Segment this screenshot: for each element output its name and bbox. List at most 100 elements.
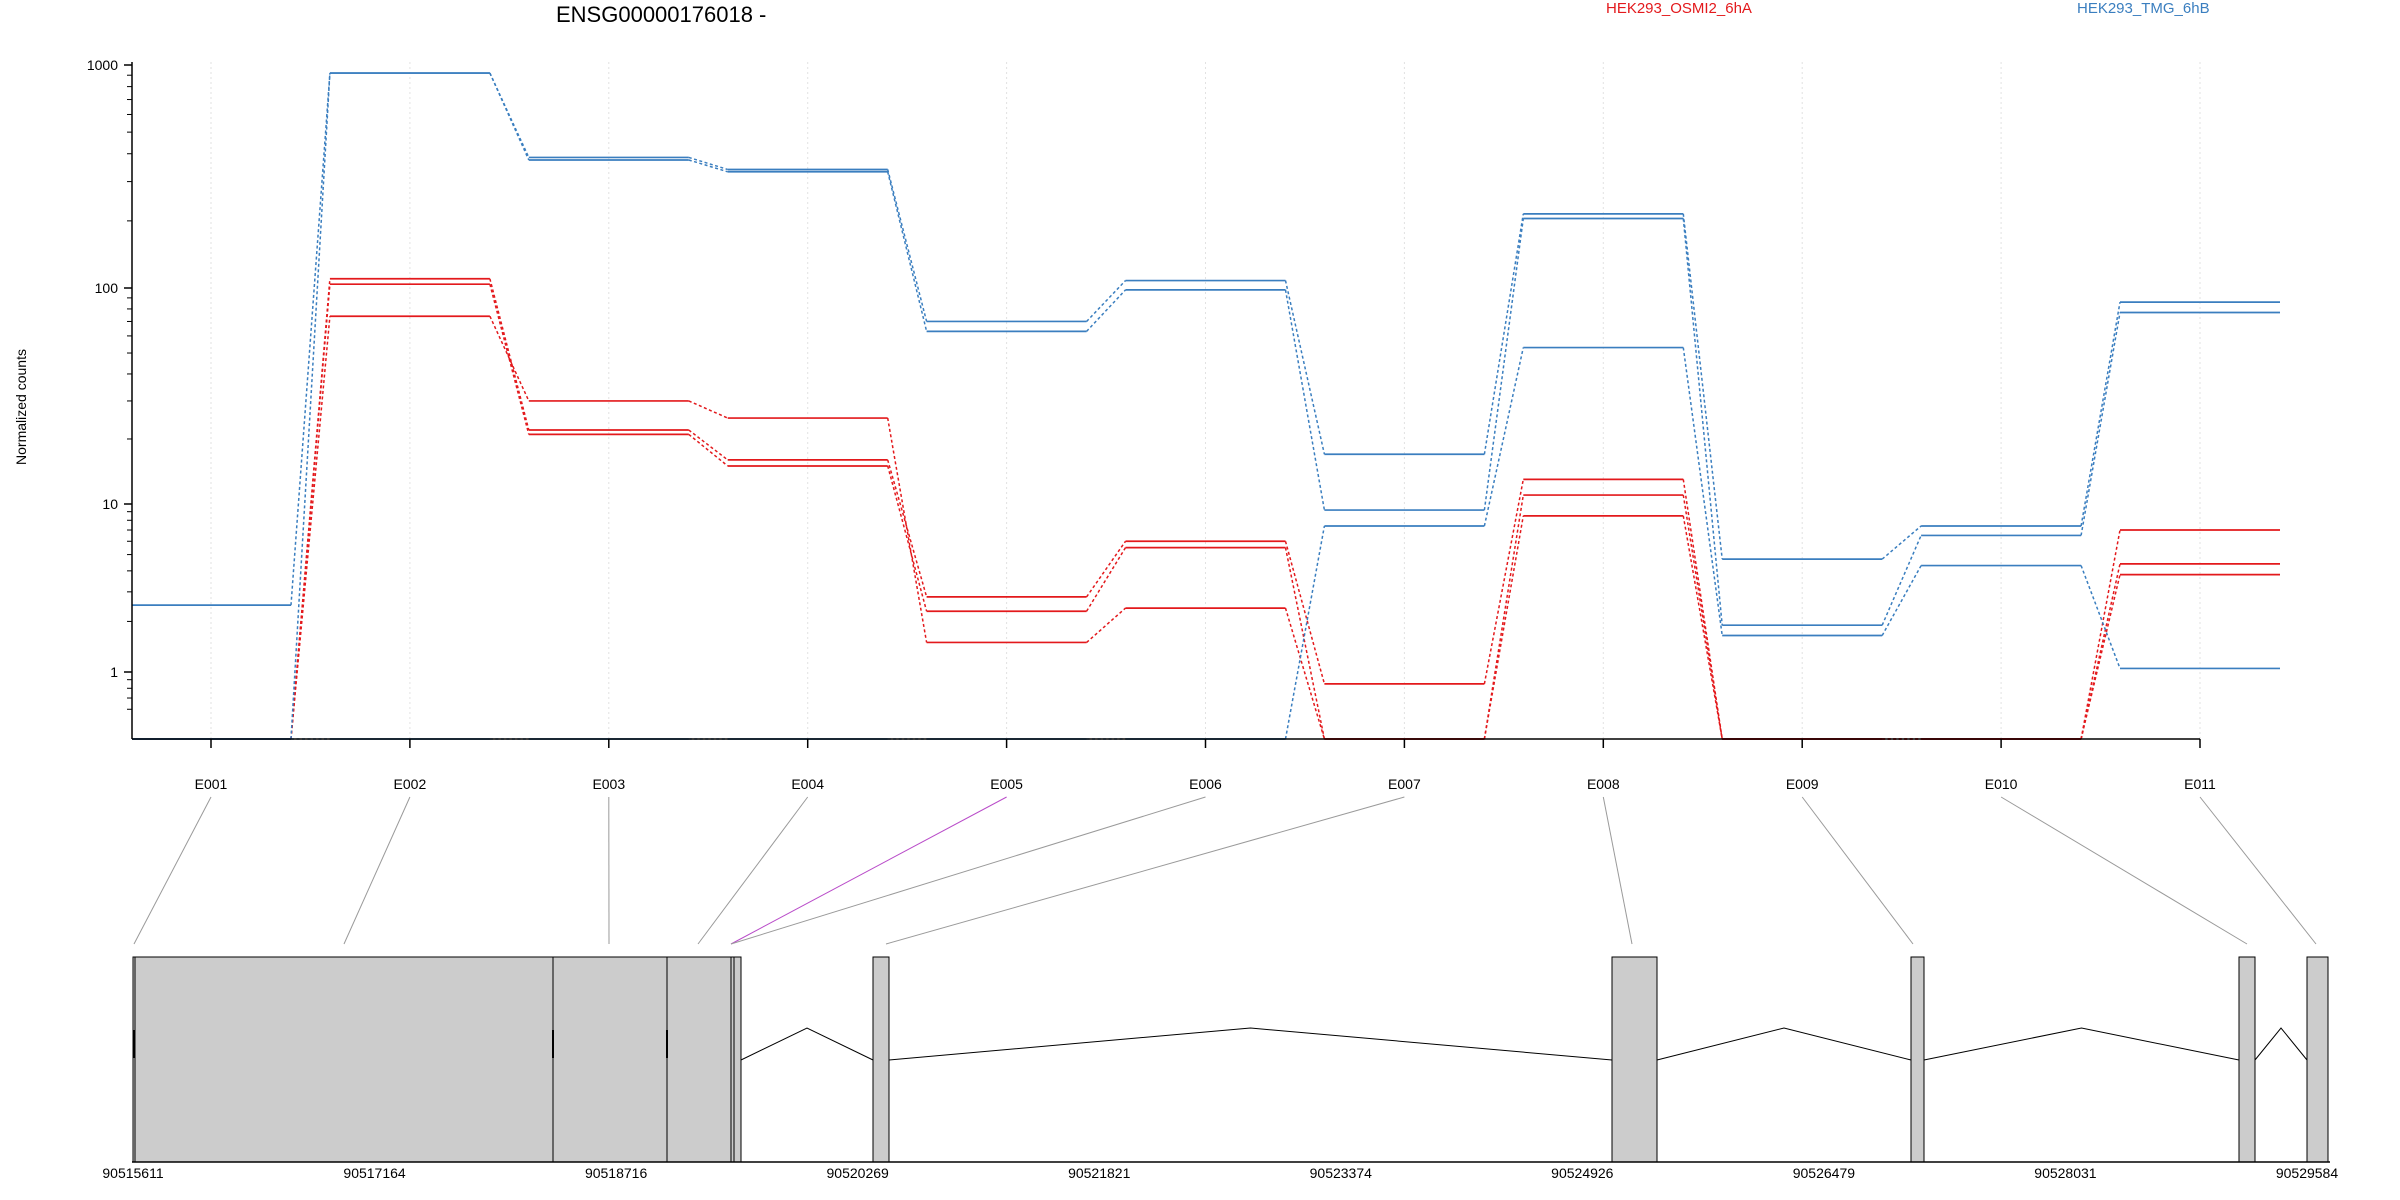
x-tick-label: E006 — [1189, 776, 1222, 792]
series-connector — [886, 459, 928, 598]
axes: 1 10 100 1000 E001 E002 E003 E004 E005 E006 E007 E0… — [87, 57, 2216, 792]
series-connector — [886, 169, 928, 322]
x-tick-label: E007 — [1388, 776, 1421, 792]
series-connector — [1682, 515, 1723, 740]
series-connector — [290, 316, 331, 740]
genomic-coordinate-label: 90526479 — [1793, 1165, 1856, 1181]
gene-model: 90515611 90517164 90518716 90520269 90521821… — [102, 956, 2339, 1181]
series-connector — [2080, 302, 2121, 527]
exon-connector — [2000, 796, 2248, 945]
genomic-coordinate-label: 90529584 — [2276, 1165, 2339, 1181]
series-connector — [489, 315, 530, 402]
series-connector — [1483, 213, 1525, 455]
exon-box — [872, 956, 890, 1163]
exon-connector — [730, 796, 1206, 945]
series-connector — [290, 73, 331, 606]
series-connector — [1284, 525, 1326, 740]
series-connector — [1881, 525, 1922, 560]
series-connector — [886, 417, 928, 643]
x-tick-label: E005 — [990, 776, 1023, 792]
series-connector — [1682, 479, 1723, 740]
y-axis-label: Normalized counts — [13, 349, 29, 465]
exon-box — [1611, 956, 1658, 1163]
series-connector — [1086, 280, 1127, 322]
x-tick-label: E003 — [592, 776, 625, 792]
x-tick-label: E001 — [195, 776, 228, 792]
exon-connector — [1602, 796, 1633, 945]
series-connector — [290, 284, 331, 740]
genomic-coordinate-label: 90520269 — [827, 1165, 890, 1181]
x-tick-label: E004 — [791, 776, 824, 792]
exon-connector — [133, 796, 212, 945]
exon-box — [2238, 956, 2256, 1163]
x-tick-label: E010 — [1985, 776, 2018, 792]
exon-connector — [697, 796, 809, 945]
series-connector — [688, 159, 728, 173]
genomic-coordinate-label: 90523374 — [1310, 1165, 1373, 1181]
y-tick-label: 10 — [102, 496, 118, 512]
series-connector — [1483, 479, 1525, 684]
exon-connector — [885, 796, 1405, 945]
series-connector — [2080, 529, 2121, 740]
series-connector — [1085, 540, 1127, 598]
series-connector — [1085, 547, 1127, 612]
y-tick-label: 100 — [95, 280, 119, 296]
series-connector — [1483, 347, 1525, 527]
grid-lines — [210, 62, 2201, 739]
series-connector — [1284, 289, 1326, 511]
exon-box — [134, 956, 554, 1163]
genomic-coordinate-label: 90515611 — [102, 1165, 163, 1181]
series-connector — [1881, 565, 1922, 636]
x-tick-label: E002 — [394, 776, 427, 792]
exon-connector — [343, 796, 411, 945]
exon-connector — [730, 796, 1007, 945]
legend-entry-osmi2: HEK293_OSMI2_6hA — [1606, 0, 1752, 17]
series-connector — [290, 73, 331, 740]
legend-entry-tmg: HEK293_TMG_6hB — [2077, 0, 2210, 17]
series-connector — [1682, 213, 1723, 560]
series-connector — [1682, 347, 1723, 636]
series-connector — [1682, 218, 1723, 626]
series-connector — [1284, 607, 1326, 740]
exon-box — [1910, 956, 1925, 1163]
genomic-coordinate-label: 90521821 — [1068, 1165, 1131, 1181]
series-connector — [2080, 574, 2121, 740]
y-tick-label: 1 — [110, 664, 118, 680]
series-connector — [2080, 563, 2121, 740]
intron-line — [740, 1027, 874, 1061]
series-connector — [1682, 494, 1723, 740]
x-tick-label: E008 — [1587, 776, 1620, 792]
series-connector — [1483, 515, 1525, 740]
series-connector — [2080, 312, 2121, 536]
intron-line — [1923, 1027, 2240, 1061]
x-tick-label: E011 — [2184, 776, 2216, 792]
series-connector — [1483, 494, 1525, 740]
series-connector — [886, 465, 928, 612]
series-connector — [489, 278, 530, 431]
series-connector — [1284, 541, 1326, 685]
series-connector — [2080, 565, 2121, 669]
series-connector — [688, 156, 728, 171]
genomic-coordinate-label: 90518716 — [585, 1165, 648, 1181]
series-connector — [688, 433, 729, 467]
exon-box — [552, 956, 668, 1163]
series-connector — [489, 72, 530, 161]
series-connector — [1881, 535, 1922, 626]
series-connector — [688, 400, 729, 419]
genomic-coordinate-label: 90528031 — [2034, 1165, 2097, 1181]
exon-connector — [2199, 796, 2317, 945]
genomic-coordinate-label: 90517164 — [343, 1165, 406, 1181]
series-connector — [1483, 218, 1525, 511]
y-tick-label: 1000 — [87, 57, 118, 73]
series-connector — [1284, 280, 1326, 455]
exon-connectors — [133, 796, 2317, 945]
series-connector — [688, 429, 729, 461]
series-connector — [489, 284, 530, 435]
intron-line — [1656, 1027, 1912, 1061]
exon-box — [2306, 956, 2329, 1163]
series-connector — [886, 171, 928, 332]
intron-line — [2254, 1027, 2308, 1061]
exon-box — [666, 956, 732, 1163]
intron-line — [888, 1027, 1613, 1061]
